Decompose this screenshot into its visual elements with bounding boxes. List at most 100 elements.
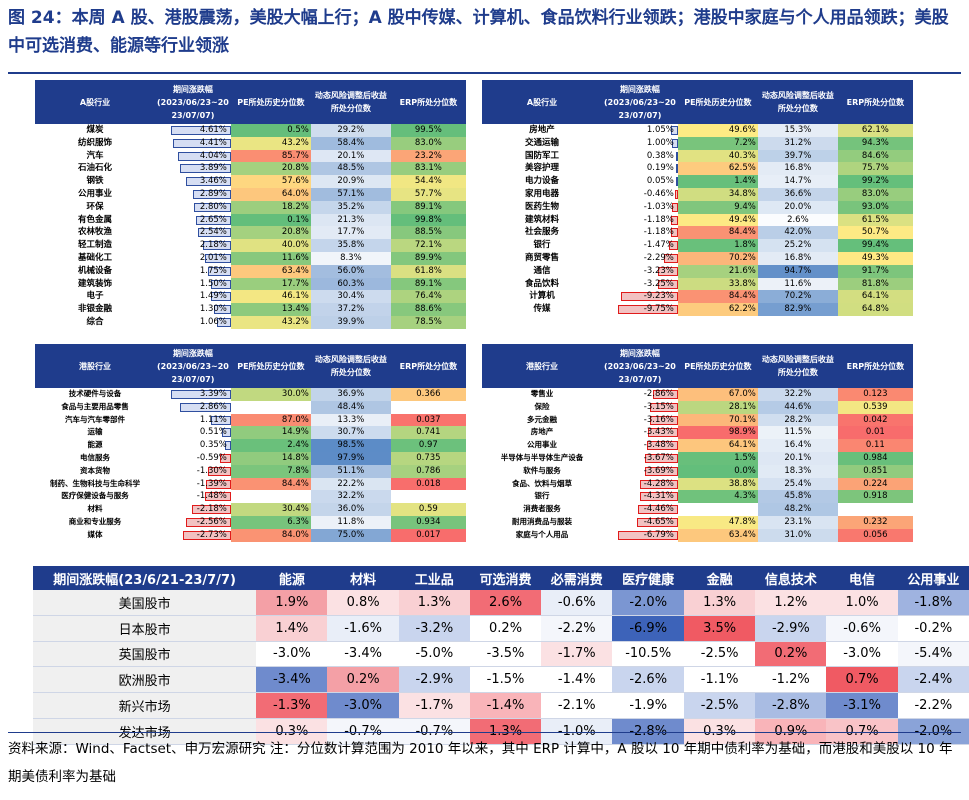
a-share-left-pe-pct: 43.2%	[230, 136, 311, 150]
hk-left-pe-pct: 30.0%	[230, 388, 311, 401]
a-share-left-change: 2.80%	[155, 201, 231, 214]
hk-right-change-bar	[652, 390, 678, 399]
hk-left-change-value: -1.39%	[196, 478, 227, 489]
a-share-right-change: -1.18%	[602, 226, 678, 239]
hk-right-risk-pct: 31.0%	[757, 528, 838, 542]
a-share-right-erp-pct: 64.8%	[837, 303, 913, 316]
a-share-right-industry: 计算机	[529, 291, 555, 302]
hk-right-change-value: -3.15%	[643, 401, 674, 412]
a-share-right-risk-pct: 11.6%	[757, 277, 838, 291]
global-sector-value: -1.7%	[541, 641, 613, 668]
hk-left-pe-pct: 87.0%	[230, 413, 311, 427]
a-share-left-pe-pct: 20.8%	[230, 162, 311, 176]
a-share-left-row: 纺织服饰 4.41% 43.2% 58.4% 83.0%	[35, 136, 466, 150]
a-share-left-industry: 石油石化	[77, 163, 112, 174]
hk-left-change-value: -0.59%	[196, 452, 227, 463]
a-share-right-row: 建筑材料 -1.18% 49.4% 2.6% 61.5%	[482, 213, 913, 227]
a-share-left-change-bar	[204, 253, 231, 263]
hk-right-row: 食品、饮料与烟草 -4.28% 38.8% 25.4% 0.224	[482, 477, 913, 491]
a-share-left-risk-pct: 30.4%	[310, 290, 391, 304]
hk-left-erp-pct: 0.037	[390, 413, 466, 427]
global-sector-value: 1.3%	[684, 590, 756, 616]
global-sector-header: 工业品	[398, 566, 470, 590]
a-share-right-erp-pct: 64.1%	[837, 290, 913, 304]
a-share-right-change: -3.25%	[602, 278, 678, 291]
a-share-table-left: A股行业 期间涨跌幅 (2023/06/23~20 23/07/07) PE所处历史分位…	[35, 80, 466, 329]
hk-left-risk-pct: 22.2%	[310, 477, 391, 491]
a-share-left-industry: 钢铁	[86, 176, 104, 187]
hk-left-change: -1.30%	[155, 465, 231, 478]
hk-left-risk-pct: 97.9%	[310, 451, 391, 465]
hk-right-risk-pct: 20.1%	[757, 451, 838, 465]
hk-left-row: 电信服务 -0.59% 14.8% 97.9% 0.735	[35, 451, 466, 465]
a-share-left-risk-pct: 35.8%	[310, 239, 391, 252]
hk-left-industry: 媒体	[87, 529, 103, 539]
global-corner-header: 期间涨跌幅(23/6/21-23/7/7)	[33, 566, 257, 590]
global-sector-value: 0.7%	[826, 718, 898, 745]
hk-right-change-bar	[640, 479, 678, 489]
hk-left-change-value: 0.35%	[199, 440, 227, 451]
a-share-left-pe-pct: 0.1%	[230, 213, 311, 227]
hk-left-industry: 制药、生物科技与生命科学	[50, 478, 140, 488]
hk-right-change: -4.46%	[602, 503, 678, 516]
global-sector-value: -1.7%	[398, 692, 470, 719]
global-sector-value: -1.9%	[612, 692, 685, 719]
a-share-left-row: 煤炭 4.61% 0.5% 29.2% 99.5%	[35, 124, 466, 137]
hk-left-row: 技术硬件与设备 3.39% 30.0% 36.9% 0.366	[35, 388, 466, 401]
hk-left-change: -1.48%	[155, 490, 231, 503]
a-share-right-risk-pct: 70.2%	[757, 290, 838, 304]
hk-right-erp-pct: 0.042	[837, 413, 913, 427]
hk-right-header-0: 港股行业	[482, 344, 602, 388]
a-share-right-erp-pct: 91.7%	[837, 264, 913, 278]
hk-left-change: -2.56%	[155, 516, 231, 529]
hk-left-risk-pct: 36.9%	[310, 388, 391, 401]
global-sector-value: -2.2%	[541, 615, 613, 642]
hk-right-change-bar	[647, 441, 678, 451]
hk-right-risk-pct: 44.6%	[757, 400, 838, 414]
a-share-right-change-bar	[663, 253, 678, 263]
a-share-right-change-bar	[670, 215, 678, 225]
a-share-right-change-value: 0.05%	[646, 176, 674, 187]
a-share-left-risk-pct: 37.2%	[310, 303, 391, 316]
a-share-left-change: 3.89%	[155, 162, 231, 175]
a-share-right-change: -1.47%	[602, 239, 678, 252]
a-share-right-change-bar	[657, 279, 678, 289]
a-share-right-change-value: -1.47%	[643, 240, 674, 251]
a-share-left-erp-pct: 89.9%	[390, 251, 466, 265]
hk-right-panel: 港股行业 期间涨跌幅 (2023/06/23~20 23/07/07) PE所处历史分位…	[482, 344, 913, 542]
a-share-right-row: 美容护理 0.19% 62.5% 16.8% 75.7%	[482, 162, 913, 176]
global-sector-value: 1.0%	[826, 590, 898, 616]
hk-right-pe-pct: 67.0%	[677, 388, 758, 401]
a-share-right-change-bar	[668, 241, 678, 251]
hk-right-pe-pct: 38.8%	[677, 477, 758, 491]
a-share-left-erp-pct: 54.4%	[390, 175, 466, 188]
hk-left-change-value: -1.48%	[196, 491, 227, 502]
hk-left-industry: 食品与主要用品零售	[61, 401, 129, 411]
a-share-left-risk-pct: 60.3%	[310, 277, 391, 291]
a-share-right-change-bar	[675, 177, 678, 187]
global-sector-value: -2.8%	[755, 692, 827, 719]
a-share-right-pe-pct: 1.4%	[677, 175, 758, 188]
a-share-left-panel: A股行业 期间涨跌幅 (2023/06/23~20 23/07/07) PE所处历史分位…	[35, 80, 466, 329]
a-share-left-change-value: 1.06%	[199, 316, 227, 327]
hk-left-header-1: 期间涨跌幅 (2023/06/23~20 23/07/07)	[155, 344, 231, 388]
a-share-right-change-bar	[617, 305, 678, 315]
hk-left-change-bar	[206, 479, 231, 489]
hk-left-pe-pct	[230, 490, 311, 504]
a-share-right-erp-pct: 93.0%	[837, 200, 913, 214]
a-share-left-row: 非银金融 1.30% 13.4% 37.2% 88.6%	[35, 303, 466, 316]
hk-right-change-bar	[645, 466, 678, 476]
a-share-left-risk-pct: 17.7%	[310, 226, 391, 240]
a-share-left-risk-pct: 56.0%	[310, 264, 391, 278]
a-share-right-industry: 社会服务	[524, 227, 559, 238]
hk-right-header-4: ERP所处分位数	[837, 344, 913, 388]
hk-left-row: 材料 -2.18% 30.4% 36.0% 0.59	[35, 503, 466, 516]
a-share-left-change-bar	[211, 292, 231, 302]
source-divider	[8, 732, 961, 733]
a-share-right-risk-pct: 36.6%	[757, 187, 838, 201]
a-share-left-industry: 煤炭	[86, 125, 104, 135]
a-share-right-panel: A股行业 期间涨跌幅 (2023/06/23~20 23/07/07) PE所处历史分位…	[482, 80, 913, 316]
global-sector-value: -2.5%	[684, 641, 756, 668]
hk-right-change: -4.28%	[602, 478, 678, 491]
a-share-left-change: 2.01%	[155, 252, 231, 265]
